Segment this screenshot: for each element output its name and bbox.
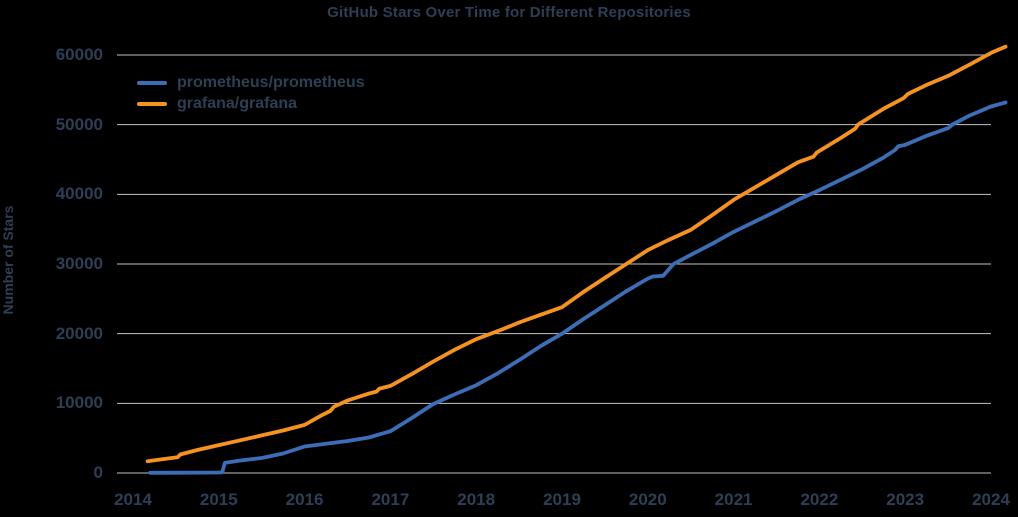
- x-tick-label-2014: 2014: [114, 490, 152, 509]
- x-tick-label-2016: 2016: [285, 490, 324, 509]
- y-tick-label-10000: 10000: [55, 393, 103, 413]
- legend-item-prometheus[interactable]: prometheus/prometheus: [137, 72, 365, 93]
- y-tick-label-40000: 40000: [55, 184, 103, 204]
- x-tick-label-2020: 2020: [628, 490, 667, 509]
- chart-title: GitHub Stars Over Time for Different Rep…: [327, 4, 691, 21]
- legend-swatch-prometheus-icon: [137, 80, 167, 85]
- legend-item-grafana[interactable]: grafana/grafana: [137, 93, 365, 114]
- x-tick-label-2021: 2021: [714, 490, 753, 509]
- legend-swatch-grafana-icon: [137, 101, 167, 106]
- x-tick-label-2022: 2022: [800, 490, 839, 509]
- x-tick-label-2019: 2019: [543, 490, 581, 509]
- x-tick-label-2015: 2015: [199, 490, 238, 509]
- legend: prometheus/prometheus grafana/grafana: [137, 72, 365, 114]
- legend-label-grafana: grafana/grafana: [177, 94, 298, 112]
- x-tick-label-2024: 2024: [972, 490, 1010, 509]
- y-tick-label-30000: 30000: [55, 253, 103, 273]
- y-tick-label-20000: 20000: [55, 323, 103, 343]
- y-tick-label-0: 0: [93, 463, 103, 482]
- series-line-grafana: [145, 44, 1008, 464]
- series-line-prometheus: [148, 100, 1008, 475]
- x-tick-label-2017: 2017: [371, 490, 410, 509]
- legend-label-prometheus: prometheus/prometheus: [177, 73, 365, 91]
- y-tick-label-60000: 60000: [55, 44, 103, 64]
- x-tick-label-2018: 2018: [457, 490, 496, 509]
- y-tick-label-50000: 50000: [55, 114, 103, 134]
- x-tick-label-2023: 2023: [886, 490, 925, 509]
